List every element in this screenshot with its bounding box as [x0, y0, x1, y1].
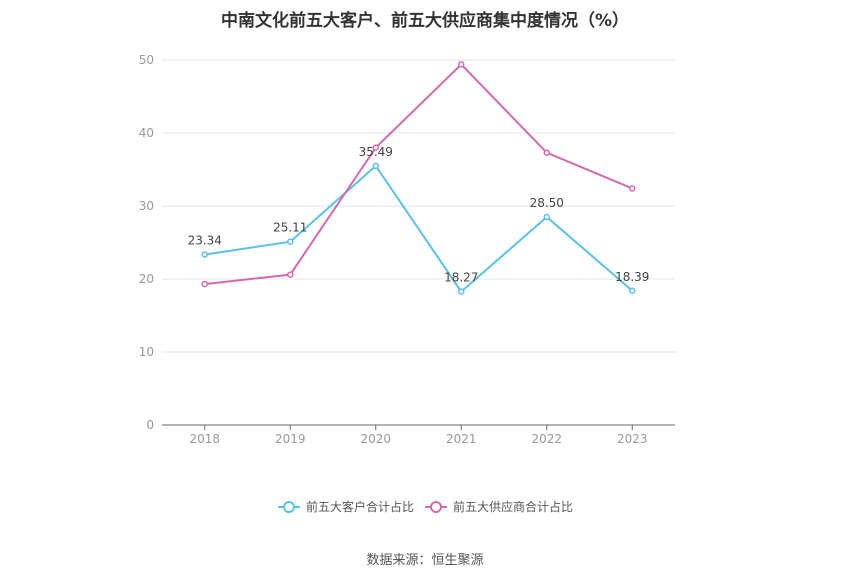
- chart-title: 中南文化前五大客户、前五大供应商集中度情况（%）: [220, 11, 630, 31]
- legend-item-label[interactable]: 前五大供应商合计占比: [453, 499, 573, 514]
- data-label: 18.27: [444, 271, 478, 285]
- data-point[interactable]: [201, 251, 208, 258]
- data-point[interactable]: [201, 280, 208, 288]
- y-tick-label: 0: [146, 418, 154, 432]
- x-tick-label: 2021: [446, 432, 477, 446]
- y-tick-label: 10: [139, 345, 154, 359]
- y-tick-label: 20: [139, 272, 154, 286]
- x-tick-label: 2020: [360, 432, 391, 446]
- x-axis-ticks: 2018 2019 2020 2021 2022 2023: [189, 425, 648, 446]
- data-point[interactable]: [458, 61, 465, 68]
- data-label: 18.39: [615, 270, 649, 284]
- legend-swatch-marker: [283, 501, 295, 513]
- data-point[interactable]: [629, 287, 636, 295]
- x-tick-label: 2018: [189, 432, 220, 446]
- data-point[interactable]: [458, 288, 465, 295]
- data-label: 25.11: [273, 221, 307, 235]
- data-point[interactable]: [372, 144, 379, 151]
- y-tick-label: 40: [139, 126, 154, 140]
- x-tick-label: 2022: [531, 432, 562, 446]
- series-line-2: [204, 62, 633, 286]
- grid-lines: [162, 59, 675, 353]
- y-tick-label: 50: [139, 53, 154, 67]
- legend-item-label[interactable]: 前五大客户合计占比: [306, 499, 414, 514]
- y-tick-label: 30: [139, 199, 154, 213]
- series-group: [201, 61, 636, 295]
- data-point[interactable]: [287, 238, 294, 245]
- data-labels: 23.34 25.11 35.49 18.27 28.50 18.39: [188, 145, 650, 285]
- y-axis-ticks: 0 10 20 30 40 50: [139, 53, 154, 432]
- data-point[interactable]: [629, 185, 636, 192]
- data-label: 28.50: [530, 196, 564, 210]
- series-line-1: [204, 164, 633, 294]
- data-point[interactable]: [287, 271, 294, 278]
- data-label: 23.34: [188, 234, 222, 248]
- x-tick-label: 2023: [617, 432, 648, 446]
- data-label: 35.49: [359, 145, 393, 159]
- legend[interactable]: 前五大客户合计占比 前五大供应商合计占比: [278, 499, 573, 514]
- data-point[interactable]: [372, 162, 379, 170]
- legend-swatch-marker: [430, 501, 442, 513]
- data-source: 数据来源：恒生聚源: [366, 553, 484, 568]
- data-point[interactable]: [543, 149, 550, 156]
- x-tick-label: 2019: [275, 432, 306, 446]
- data-point[interactable]: [543, 213, 550, 221]
